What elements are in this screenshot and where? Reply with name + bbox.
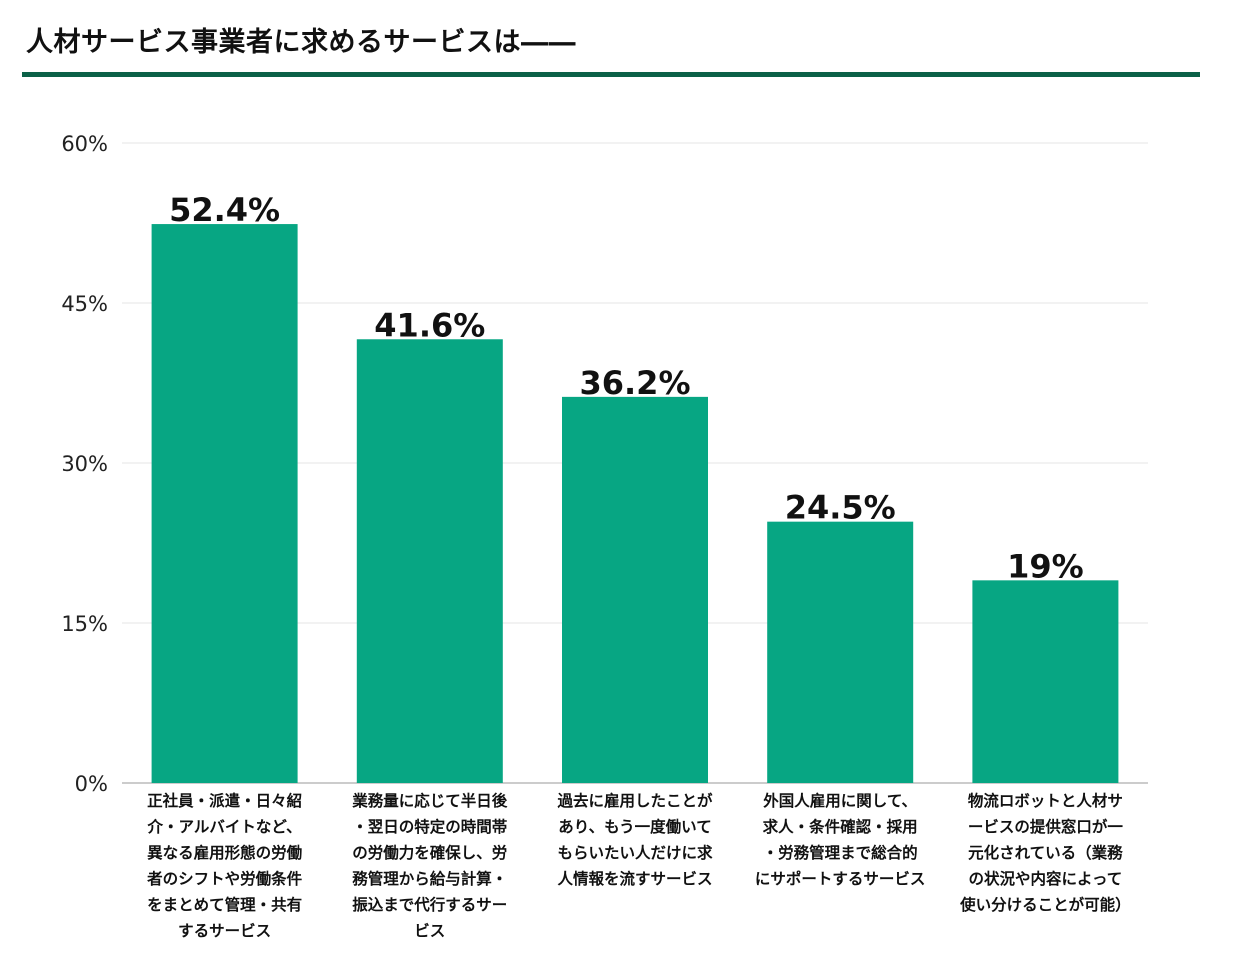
category-label-line: 使い分けることが可能）: [960, 896, 1131, 914]
bar: [151, 224, 298, 784]
bar: [972, 580, 1119, 783]
bar-value-label: 19%: [1007, 547, 1084, 585]
category-label-line: 人情報を流すサービス: [557, 870, 713, 888]
bar: [356, 339, 503, 783]
y-tick-label: 30%: [61, 452, 108, 476]
category-label-line: ・労務管理まで総合的: [762, 844, 918, 862]
category-label-line: ・翌日の特定の時間帯: [352, 818, 508, 836]
category-label-line: 物流ロボットと人材サ: [967, 792, 1123, 810]
category-label-line: 介・アルバイトなど、: [147, 818, 302, 836]
x-category-label: 過去に雇用したことが あり、もう一度働いて もらいたい人だけに求 人情報を流すサービス: [535, 788, 735, 892]
category-label-line: の状況や内容によって: [968, 870, 1123, 888]
category-label-line: 求人・条件確認・採用: [762, 818, 918, 836]
category-label-line: もらいたい人だけに求: [557, 844, 713, 862]
title-underline: [22, 72, 1200, 77]
category-label-line: 異なる雇用形態の労働: [147, 844, 303, 862]
x-category-label: 正社員・派遣・日々紹 介・アルバイトなど、 異なる雇用形態の労働 者のシフトや労働条件…: [125, 788, 325, 944]
x-category-label: 物流ロボットと人材サ ービスの提供窓口が一 元化されている（業務 の状況や内容によって…: [945, 788, 1145, 918]
category-label-line: あり、もう一度働いて: [558, 818, 712, 836]
category-label-line: するサービス: [178, 922, 272, 940]
chart-title: 人材サービス事業者に求めるサービスは――: [26, 27, 576, 58]
y-tick-label: 60%: [61, 132, 108, 156]
category-label-line: ビス: [414, 922, 446, 940]
bar: [562, 396, 708, 783]
category-label-line: の労働力を確保し、労: [352, 844, 508, 862]
bar: [767, 521, 914, 783]
category-label-line: ービスの提供窓口が一: [967, 818, 1123, 836]
bar-value-label: 52.4%: [169, 191, 280, 229]
category-label-line: 者のシフトや労働条件: [147, 870, 303, 888]
category-label-line: 振込まで代行するサー: [352, 896, 508, 914]
x-category-label: 業務量に応じて半日後 ・翌日の特定の時間帯 の労働力を確保し、労 務管理から給与計算・…: [330, 788, 530, 944]
category-label-line: 過去に雇用したことが: [557, 792, 713, 810]
y-tick-label: 15%: [61, 612, 108, 636]
bar-value-label: 41.6%: [374, 306, 485, 344]
category-label-line: 正社員・派遣・日々紹: [147, 792, 303, 810]
category-label-line: をまとめて管理・共有: [147, 896, 303, 914]
category-label-line: 業務量に応じて半日後: [352, 792, 508, 810]
category-label-line: にサポートするサービス: [754, 870, 926, 888]
category-label-line: 外国人雇用に関して、: [763, 792, 918, 810]
category-label-line: 元化されている（業務: [968, 844, 1123, 862]
bar-value-label: 36.2%: [579, 364, 690, 402]
y-tick-label: 45%: [61, 292, 108, 316]
category-label-line: 務管理から給与計算・: [352, 870, 508, 888]
x-category-label: 外国人雇用に関して、 求人・条件確認・採用 ・労務管理まで総合的 にサポートするサービ…: [740, 788, 940, 892]
y-tick-label: 0%: [75, 772, 108, 796]
bar-value-label: 24.5%: [785, 489, 896, 527]
